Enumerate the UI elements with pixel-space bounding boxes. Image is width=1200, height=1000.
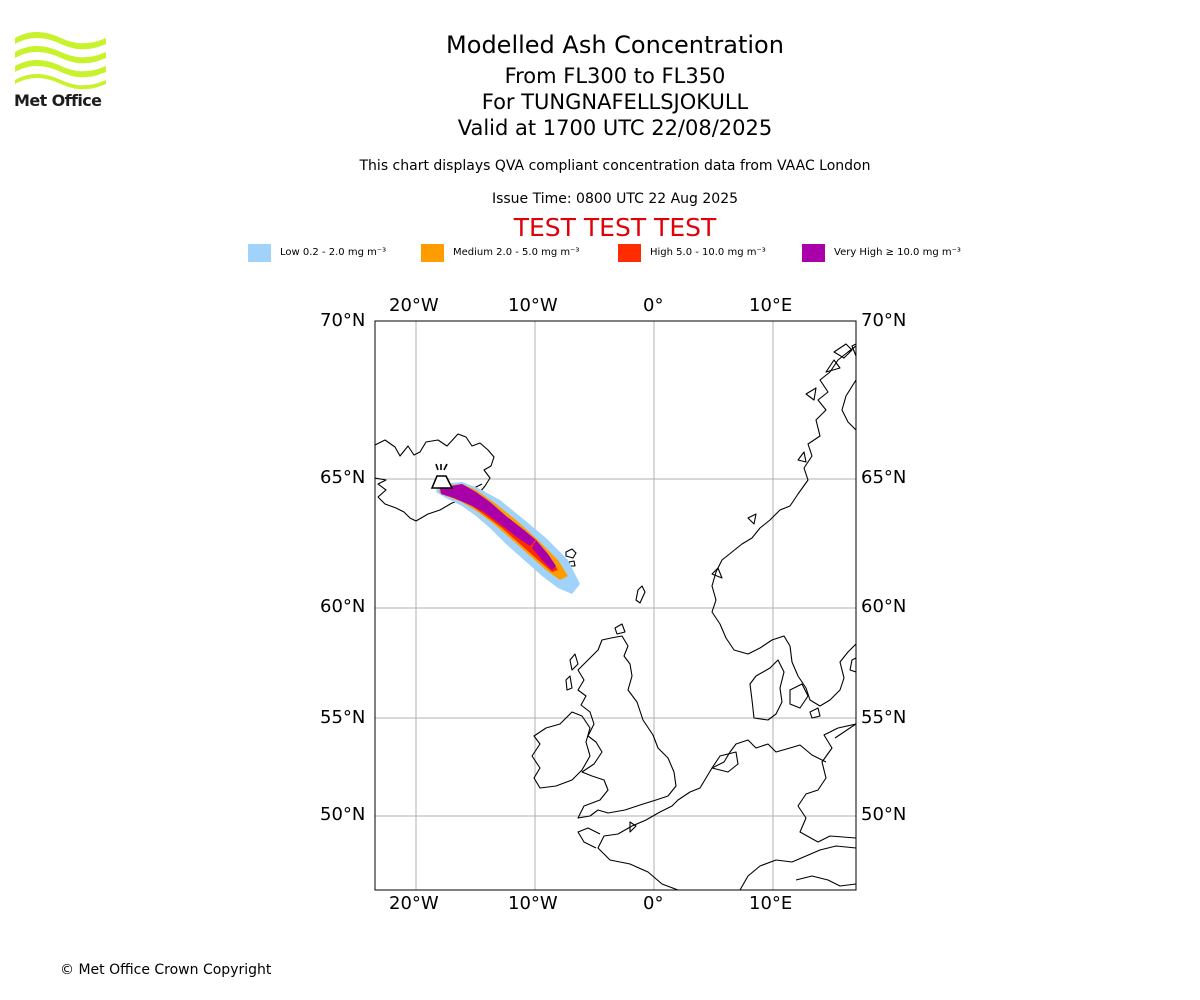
lon-label-top-10w: 10°W bbox=[508, 295, 558, 316]
logo-text: Met Office bbox=[14, 91, 102, 110]
lat-label-right-50n: 50°N bbox=[861, 804, 907, 825]
coastlines bbox=[375, 343, 856, 890]
legend-label-very-high: Very High ≥ 10.0 mg m⁻³ bbox=[834, 247, 961, 258]
copyright-notice: © Met Office Crown Copyright bbox=[60, 962, 272, 978]
legend-swatch-very-high bbox=[802, 244, 825, 262]
met-office-logo-icon bbox=[15, 32, 106, 90]
lat-label-left-50n: 50°N bbox=[320, 804, 366, 825]
chart-title: Modelled Ash Concentration bbox=[446, 31, 784, 59]
lon-label-bottom-0: 0° bbox=[643, 893, 664, 914]
graticule bbox=[375, 321, 856, 890]
issue-time: Issue Time: 0800 UTC 22 Aug 2025 bbox=[491, 191, 739, 207]
test-banner: TEST TEST TEST bbox=[513, 213, 717, 242]
lat-label-right-55n: 55°N bbox=[861, 707, 907, 728]
lon-label-bottom-20w: 20°W bbox=[389, 893, 439, 914]
map-frame bbox=[374, 320, 857, 891]
legend-swatch-high bbox=[618, 244, 641, 262]
chart-subtitle: This chart displays QVA compliant concen… bbox=[359, 158, 871, 174]
lat-label-right-60n: 60°N bbox=[861, 596, 907, 617]
legend-label-low: Low 0.2 - 2.0 mg m⁻³ bbox=[280, 247, 387, 258]
lat-label-left-60n: 60°N bbox=[320, 596, 366, 617]
lat-label-right-70n: 70°N bbox=[861, 310, 907, 331]
flight-level-range: From FL300 to FL350 bbox=[504, 64, 726, 88]
legend-label-high: High 5.0 - 10.0 mg m⁻³ bbox=[650, 247, 766, 258]
legend-swatch-low bbox=[248, 244, 271, 262]
lon-label-top-20w: 20°W bbox=[389, 295, 439, 316]
lat-label-left-55n: 55°N bbox=[320, 707, 366, 728]
lat-label-right-65n: 65°N bbox=[861, 467, 907, 488]
volcano-name: For TUNGNAFELLSJOKULL bbox=[481, 90, 749, 114]
lon-label-bottom-10w: 10°W bbox=[508, 893, 558, 914]
lon-label-bottom-10e: 10°E bbox=[749, 893, 793, 914]
legend-label-medium: Medium 2.0 - 5.0 mg m⁻³ bbox=[453, 247, 580, 258]
lat-label-left-70n: 70°N bbox=[320, 310, 366, 331]
lon-label-top-10e: 10°E bbox=[749, 295, 793, 316]
concentration-legend: Low 0.2 - 2.0 mg m⁻³ Medium 2.0 - 5.0 mg… bbox=[0, 244, 1200, 264]
volcano-symbol-icon bbox=[430, 463, 454, 489]
valid-time: Valid at 1700 UTC 22/08/2025 bbox=[457, 116, 773, 140]
ash-plume bbox=[436, 482, 580, 594]
legend-swatch-medium bbox=[421, 244, 444, 262]
lat-label-left-65n: 65°N bbox=[320, 467, 366, 488]
lon-label-top-0: 0° bbox=[643, 295, 664, 316]
